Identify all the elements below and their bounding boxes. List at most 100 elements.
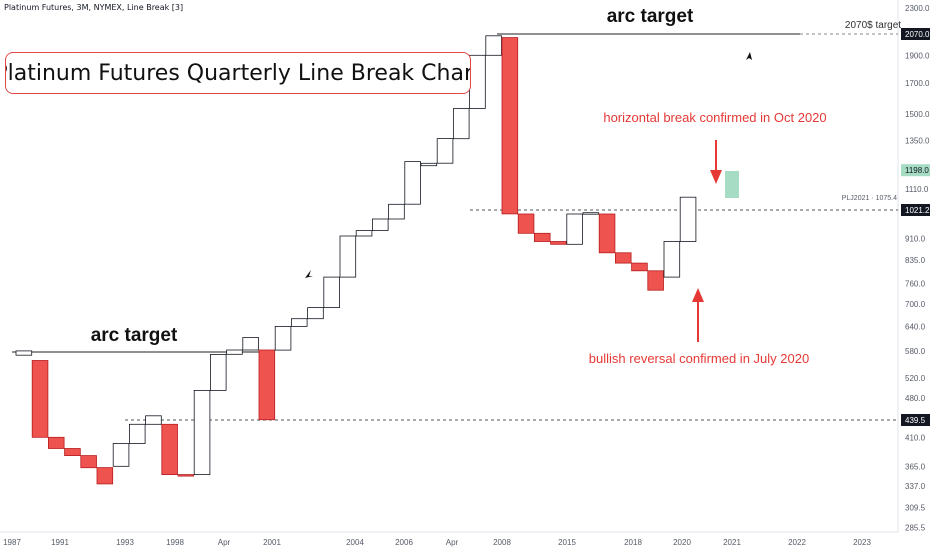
x-tick-label: 2006 [395, 538, 413, 547]
up-brick [582, 212, 600, 215]
up-brick [323, 276, 340, 309]
brick-series [15, 35, 697, 485]
y-tick-label: 480.0 [905, 394, 926, 403]
price-tag-bg [901, 204, 930, 216]
x-tick-label: 1993 [116, 538, 134, 547]
down-brick [598, 213, 616, 254]
x-tick-label: Apr [446, 538, 459, 547]
time-axis: 1987 1991 1993 1998 Apr 2001 2004 2006 Apr 2008 20… [3, 538, 871, 547]
price-axis: 2300.0 2070.0 1900.0 1700.0 1500.0 1350.0 1198… [901, 4, 930, 533]
up-brick [242, 337, 259, 351]
down-brick [177, 474, 195, 477]
last-price-label: PLJ2021 · 1075.4 [842, 195, 897, 202]
up-brick [388, 203, 405, 220]
y-tick-label: 1110.0 [905, 185, 929, 194]
up-brick [226, 349, 243, 355]
up-brick [679, 196, 697, 242]
y-tick-label: 1500.0 [905, 110, 930, 119]
y-tick-label: 520.0 [905, 374, 926, 383]
down-brick [550, 241, 567, 245]
x-tick-label: 2020 [673, 538, 691, 547]
x-tick-label: 1998 [166, 538, 184, 547]
down-brick [517, 213, 535, 234]
y-tick-label: 640.0 [905, 322, 926, 331]
up-brick [193, 389, 211, 475]
y-tick-label: 337.0 [905, 482, 926, 491]
price-tag-bg [901, 414, 930, 426]
x-tick-label: 2001 [263, 538, 281, 547]
up-brick [339, 235, 357, 278]
target-highlight-box [725, 171, 739, 198]
break-note: horizontal break confirmed in Oct 2020 [603, 110, 826, 125]
down-brick [48, 436, 65, 449]
y-tick-label: 910.0 [905, 235, 926, 244]
up-brick [355, 230, 373, 237]
y-tick-label: 365.0 [905, 462, 926, 471]
down-brick [631, 262, 648, 272]
y-tick-label: 309.5 [905, 503, 926, 512]
y-tick-label: 760.0 [905, 280, 926, 289]
y-tick-label: 2070.0 [905, 30, 930, 39]
up-brick [420, 162, 438, 167]
up-brick [145, 415, 162, 425]
down-brick [64, 448, 81, 456]
y-tick-label: 285.5 [905, 524, 926, 533]
price-tag-bg [901, 164, 930, 177]
x-tick-label: 1991 [51, 538, 69, 547]
y-tick-label: 580.0 [905, 347, 926, 356]
down-brick [80, 455, 97, 469]
y-tick-label: 700.0 [905, 300, 926, 309]
up-brick [209, 353, 227, 391]
x-tick-label: 2021 [723, 538, 741, 547]
up-brick [404, 161, 421, 205]
down-brick [258, 349, 276, 421]
x-tick-label: 2015 [558, 538, 576, 547]
down-brick [31, 360, 49, 438]
x-tick-label: 2004 [346, 538, 364, 547]
up-brick [128, 423, 146, 444]
down-brick [615, 252, 632, 264]
x-tick-label: 2008 [493, 538, 511, 547]
y-tick-label: 835.0 [905, 256, 926, 265]
up-brick [436, 138, 454, 164]
down-brick [534, 232, 551, 242]
up-brick [566, 213, 583, 245]
cursor-icon [305, 270, 313, 278]
x-tick-label: 2018 [624, 538, 642, 547]
up-arrow-icon [692, 288, 704, 342]
x-tick-label: 2022 [788, 538, 806, 547]
price-tag-bg [901, 28, 930, 40]
target-2070-label: 2070$ target [845, 20, 901, 31]
up-brick [663, 241, 681, 278]
x-tick-label: Apr [218, 538, 231, 547]
down-brick [647, 270, 664, 291]
up-brick [307, 307, 324, 320]
y-tick-label: 1700.0 [905, 79, 930, 88]
up-brick [371, 218, 389, 232]
y-tick-label: 439.5 [905, 416, 926, 425]
x-tick-label: 2023 [853, 538, 871, 547]
chart-title-box: Platinum Futures Quarterly Line Break Ch… [5, 52, 471, 94]
y-tick-label: 410.0 [905, 433, 926, 442]
up-brick [485, 35, 502, 56]
down-arrow-icon [710, 140, 722, 184]
arc-target-label-right: arc target [607, 6, 694, 27]
down-brick [96, 467, 114, 485]
y-tick-label: 2300.0 [905, 4, 930, 13]
y-tick-label: 1350.0 [905, 137, 930, 146]
cursor-icon [746, 52, 752, 60]
up-brick [469, 54, 486, 109]
down-brick [161, 423, 178, 475]
up-brick [112, 443, 130, 467]
y-tick-label: 1198.0 [905, 166, 929, 175]
up-brick [274, 325, 292, 351]
y-tick-label: 1900.0 [905, 51, 930, 60]
up-brick [15, 350, 33, 356]
y-tick-label: 1021.2 [905, 206, 930, 215]
reversal-note: bullish reversal confirmed in July 2020 [589, 351, 809, 366]
x-tick-label: 1987 [3, 538, 21, 547]
up-brick [452, 108, 470, 140]
down-brick [501, 37, 519, 215]
up-brick [290, 318, 308, 327]
symbol-header: Platinum Futures, 3M, NYMEX, Line Break … [4, 3, 184, 12]
